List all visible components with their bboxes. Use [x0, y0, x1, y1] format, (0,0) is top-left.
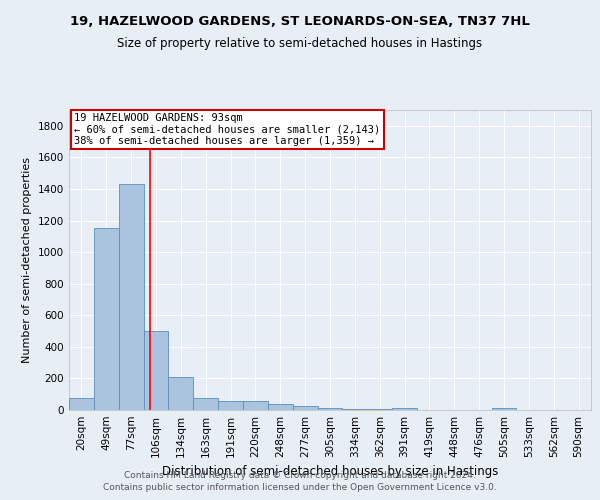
Bar: [69, 398, 94, 410]
X-axis label: Distribution of semi-detached houses by size in Hastings: Distribution of semi-detached houses by …: [162, 466, 498, 478]
Y-axis label: Number of semi-detached properties: Number of semi-detached properties: [22, 157, 32, 363]
Bar: [317, 408, 343, 410]
Text: Contains public sector information licensed under the Open Government Licence v3: Contains public sector information licen…: [103, 484, 497, 492]
Bar: [193, 398, 218, 410]
Bar: [268, 404, 293, 410]
Bar: [243, 402, 268, 410]
Bar: [169, 377, 193, 410]
Bar: [218, 400, 243, 410]
Bar: [293, 406, 317, 410]
Bar: [143, 331, 169, 410]
Bar: [94, 228, 119, 410]
Bar: [392, 408, 417, 410]
Text: 19, HAZELWOOD GARDENS, ST LEONARDS-ON-SEA, TN37 7HL: 19, HAZELWOOD GARDENS, ST LEONARDS-ON-SE…: [70, 15, 530, 28]
Bar: [491, 408, 517, 410]
Bar: [367, 409, 392, 410]
Text: 19 HAZELWOOD GARDENS: 93sqm
← 60% of semi-detached houses are smaller (2,143)
38: 19 HAZELWOOD GARDENS: 93sqm ← 60% of sem…: [74, 113, 380, 146]
Text: Size of property relative to semi-detached houses in Hastings: Size of property relative to semi-detach…: [118, 38, 482, 51]
Bar: [119, 184, 143, 410]
Bar: [343, 408, 367, 410]
Text: Contains HM Land Registry data © Crown copyright and database right 2024.: Contains HM Land Registry data © Crown c…: [124, 471, 476, 480]
